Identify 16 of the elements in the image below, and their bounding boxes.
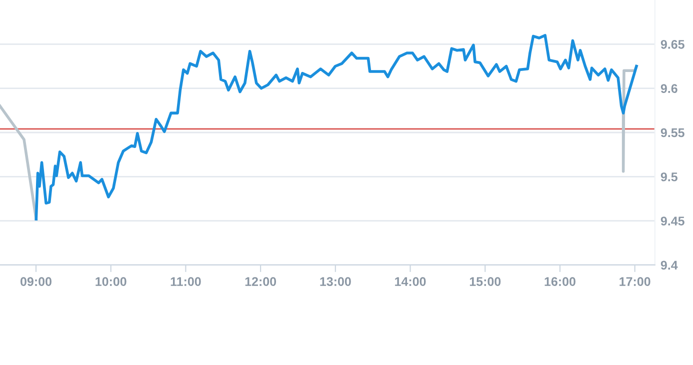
y-tick-label: 9.6 xyxy=(660,84,678,93)
y-tick-label: 9.4 xyxy=(660,260,678,270)
x-tick-label: 13:00 xyxy=(320,277,351,286)
x-tick-label: 09:00 xyxy=(20,277,52,286)
x-tick-label: 15:00 xyxy=(470,277,501,286)
x-tick-label: 10:00 xyxy=(96,277,126,286)
x-tick-label: 12:00 xyxy=(245,277,276,286)
y-tick-label: 9.5 xyxy=(660,172,678,182)
x-tick-label: 17:00 xyxy=(620,277,650,286)
x-tick-label: 16:00 xyxy=(544,277,576,286)
line-series xyxy=(34,34,638,220)
x-tick-label: 11:00 xyxy=(170,277,201,286)
y-tick-label: 9.45 xyxy=(660,216,684,226)
y-tick-label: 9.55 xyxy=(660,128,684,138)
y-tick-label: 9.65 xyxy=(660,40,684,49)
x-tick-label: 14:00 xyxy=(395,277,426,286)
